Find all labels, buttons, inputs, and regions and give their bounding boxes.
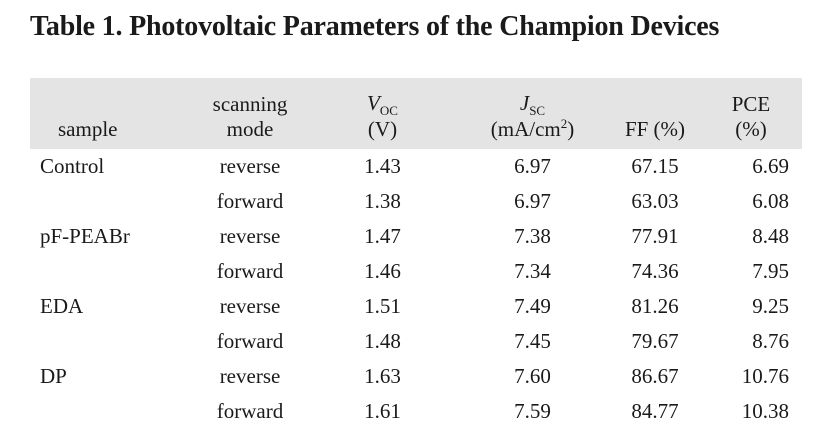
jsc-unit: (mA/cm2) xyxy=(455,117,610,142)
jsc-symbol: J xyxy=(519,91,530,116)
jsc-cell: 6.97 xyxy=(514,154,551,178)
col-header-sample: sample xyxy=(30,78,190,149)
ff-cell: 74.36 xyxy=(631,259,679,283)
jsc-cell: 7.60 xyxy=(514,364,551,388)
voc-cell: 1.38 xyxy=(364,189,401,213)
voc-cell: 1.63 xyxy=(364,364,401,388)
scanning-mode-cell: reverse xyxy=(219,154,281,178)
voc-cell: 1.48 xyxy=(364,329,401,353)
table-row: forward 1.38 6.97 63.03 6.08 xyxy=(30,184,802,219)
col-header-voc: VOC (V) xyxy=(310,78,455,149)
voc-cell: 1.46 xyxy=(364,259,401,283)
sample-cell: pF-PEABr xyxy=(40,224,130,248)
voc-subscript: OC xyxy=(379,103,398,119)
sample-cell: EDA xyxy=(40,294,84,318)
col-header-ff: FF (%) xyxy=(610,78,700,149)
jsc-cell: 6.97 xyxy=(514,189,551,213)
scanning-mode-cell: forward xyxy=(216,259,284,283)
pce-cell: 6.08 xyxy=(752,189,789,213)
scanning-mode-cell: reverse xyxy=(219,224,281,248)
sample-cell xyxy=(30,394,190,429)
jsc-symbol-line: JSC xyxy=(455,91,610,117)
pce-cell: 10.38 xyxy=(741,399,789,423)
table-row: pF-PEABr reverse 1.47 7.38 77.91 8.48 xyxy=(30,219,802,254)
table-row: DP reverse 1.63 7.60 86.67 10.76 xyxy=(30,359,802,394)
voc-unit: (V) xyxy=(367,117,398,142)
sample-cell: DP xyxy=(40,364,67,388)
pce-cell: 7.95 xyxy=(752,259,789,283)
pce-cell: 6.69 xyxy=(752,154,789,178)
table-caption: Table 1. Photovoltaic Parameters of the … xyxy=(30,11,720,42)
ff-cell: 63.03 xyxy=(631,189,679,213)
sample-cell xyxy=(30,324,190,359)
ff-cell: 67.15 xyxy=(631,154,679,178)
jsc-cell: 7.59 xyxy=(514,399,551,423)
jsc-cell: 7.38 xyxy=(514,224,551,248)
jsc-unit-open: (mA/cm xyxy=(490,117,561,142)
voc-symbol-line: VOC xyxy=(310,91,455,117)
table-row: forward 1.48 7.45 79.67 8.76 xyxy=(30,324,802,359)
pce-header-line1: PCE xyxy=(731,92,771,117)
col-header-pce: PCE (%) xyxy=(700,78,802,149)
sample-cell xyxy=(30,184,190,219)
header-row: sample scanning mode VOC (V) JSC (mA/cm2… xyxy=(30,78,802,149)
scanning-mode-cell: reverse xyxy=(219,364,281,388)
pce-cell: 9.25 xyxy=(752,294,789,318)
jsc-subscript: SC xyxy=(529,103,546,119)
ff-cell: 81.26 xyxy=(631,294,679,318)
ff-cell: 86.67 xyxy=(631,364,679,388)
jsc-unit-close: ) xyxy=(567,117,575,142)
pce-cell: 8.76 xyxy=(752,329,789,353)
scanning-mode-header-line1: scanning xyxy=(212,92,288,117)
photovoltaic-parameters-table: sample scanning mode VOC (V) JSC (mA/cm2… xyxy=(30,78,802,429)
scanning-mode-cell: forward xyxy=(216,189,284,213)
ff-cell: 77.91 xyxy=(631,224,679,248)
table-row: forward 1.61 7.59 84.77 10.38 xyxy=(30,394,802,429)
table-row: forward 1.46 7.34 74.36 7.95 xyxy=(30,254,802,289)
voc-cell: 1.43 xyxy=(364,154,401,178)
ff-cell: 79.67 xyxy=(631,329,679,353)
pce-cell: 10.76 xyxy=(741,364,789,388)
jsc-cell: 7.45 xyxy=(514,329,551,353)
jsc-cell: 7.34 xyxy=(514,259,551,283)
scanning-mode-cell: forward xyxy=(216,329,284,353)
scanning-mode-cell: reverse xyxy=(219,294,281,318)
scanning-mode-cell: forward xyxy=(216,399,284,423)
voc-cell: 1.61 xyxy=(364,399,401,423)
pce-header-line2: (%) xyxy=(735,117,767,142)
sample-cell xyxy=(30,254,190,289)
col-header-jsc: JSC (mA/cm2) xyxy=(455,78,610,149)
jsc-cell: 7.49 xyxy=(514,294,551,318)
sample-cell: Control xyxy=(40,154,105,178)
scanning-mode-header-line2: mode xyxy=(226,117,274,142)
voc-cell: 1.51 xyxy=(364,294,401,318)
table-row: Control reverse 1.43 6.97 67.15 6.69 xyxy=(30,149,802,184)
voc-symbol: V xyxy=(367,91,380,116)
ff-cell: 84.77 xyxy=(631,399,679,423)
col-header-scanning-mode: scanning mode xyxy=(190,78,310,149)
voc-cell: 1.47 xyxy=(364,224,401,248)
pce-cell: 8.48 xyxy=(752,224,789,248)
jsc-unit-superscript: 2 xyxy=(560,116,568,132)
table-row: EDA reverse 1.51 7.49 81.26 9.25 xyxy=(30,289,802,324)
